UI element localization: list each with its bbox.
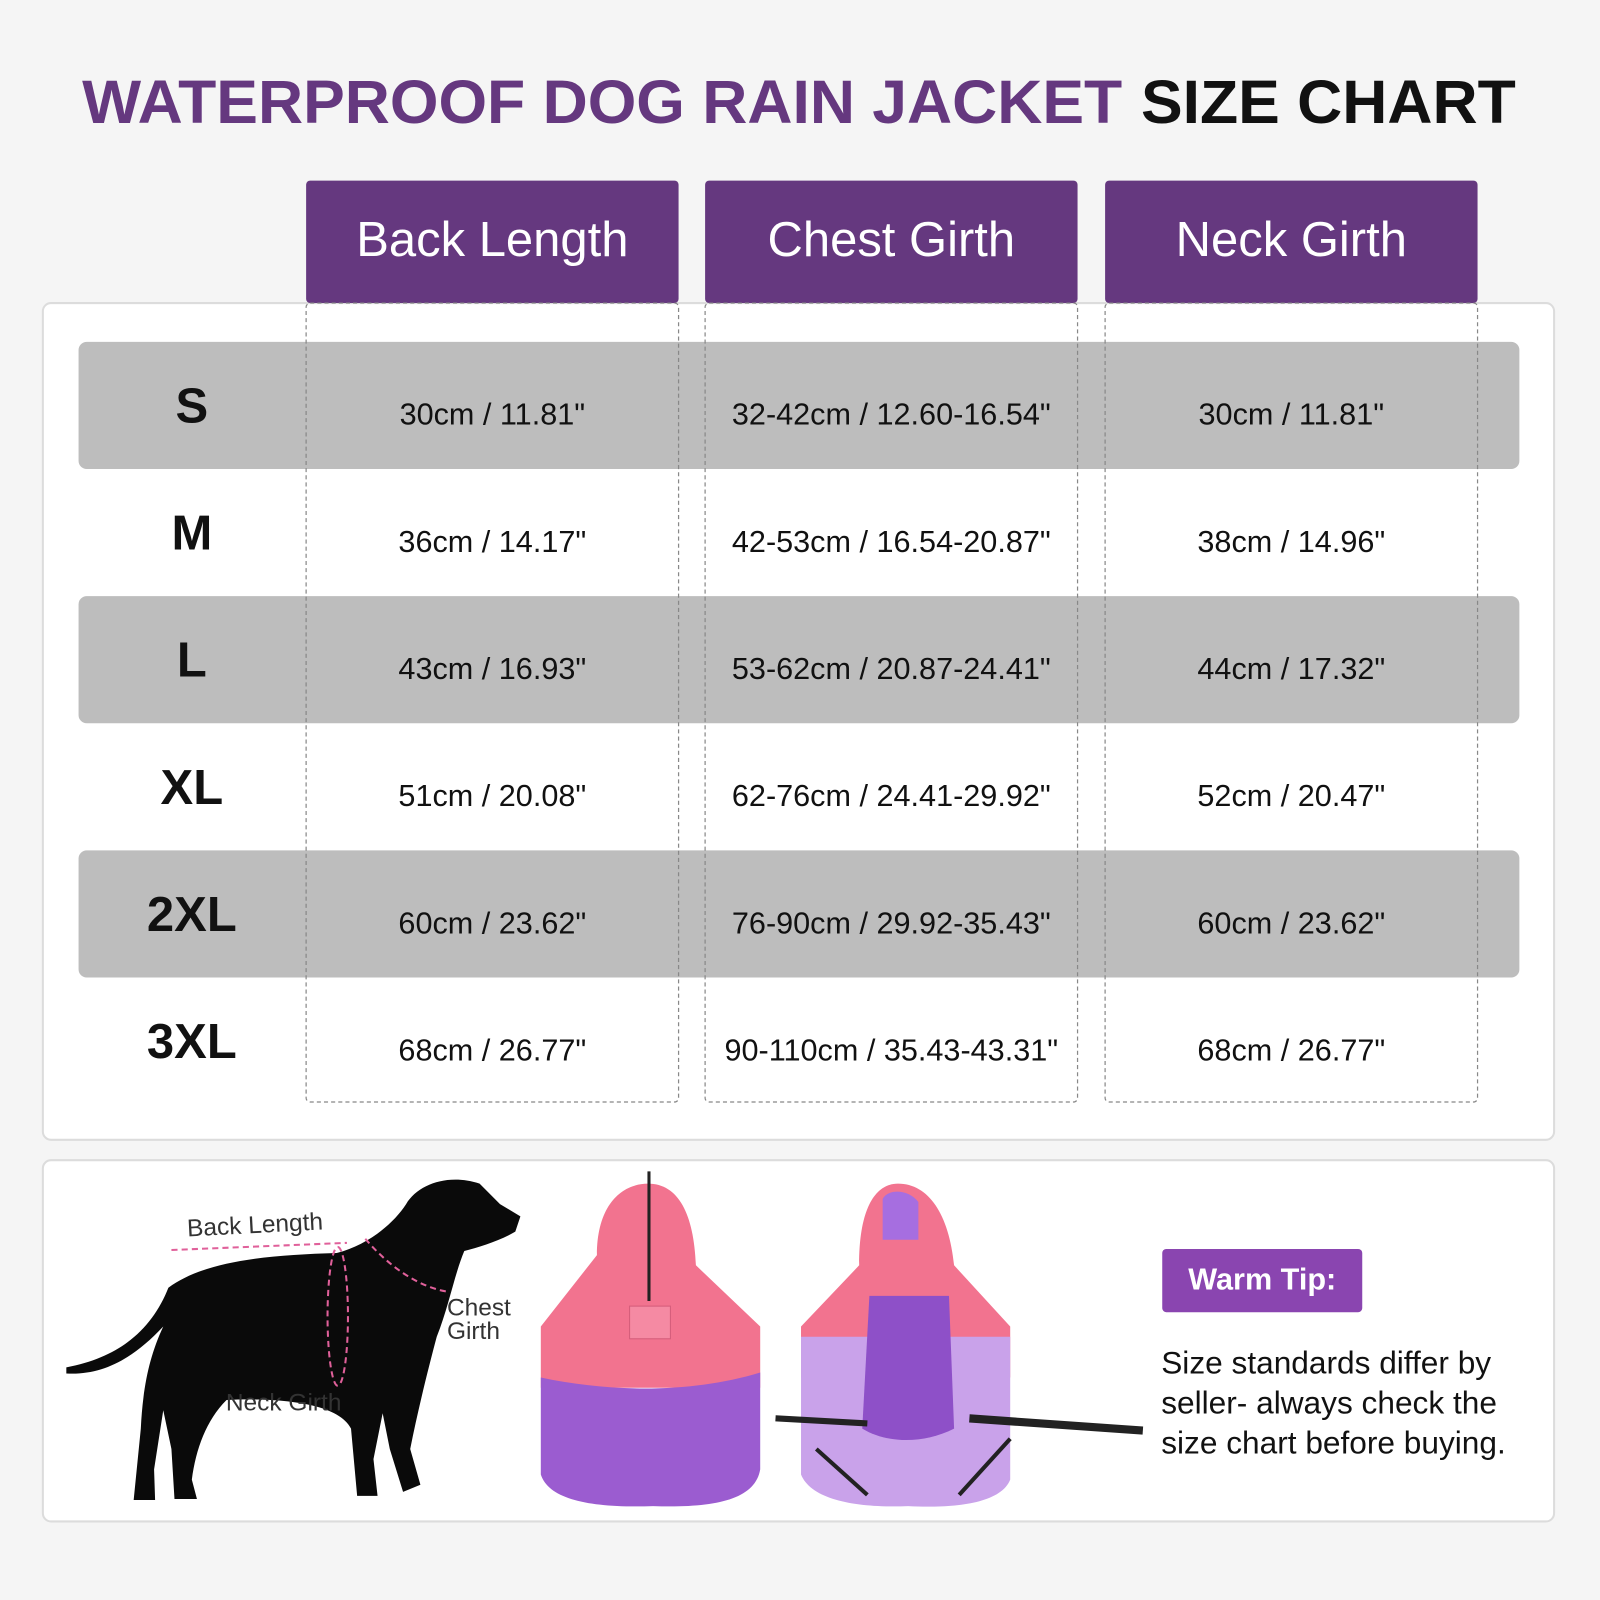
size-label: L xyxy=(177,634,207,688)
strap xyxy=(775,1415,868,1427)
cell: 30cm / 11.81" xyxy=(400,398,586,432)
cell: 60cm / 23.62" xyxy=(398,906,586,940)
row-band xyxy=(78,596,1520,724)
cell: 60cm / 23.62" xyxy=(1197,906,1385,940)
size-label: M xyxy=(171,507,212,561)
size-label: XL xyxy=(161,761,224,815)
jacket-front xyxy=(540,1171,761,1507)
title-rest: SIZE CHART xyxy=(1141,68,1516,136)
title: WATERPROOF DOG RAIN JACKET SIZE CHART xyxy=(82,68,1516,136)
cell: 90-110cm / 35.43-43.31" xyxy=(725,1033,1059,1067)
chest-girth-label: Chest xyxy=(447,1295,511,1322)
back-length-line xyxy=(171,1241,347,1252)
column-header xyxy=(1105,180,1478,304)
column-header-label: Neck Girth xyxy=(1176,213,1407,267)
column-header-label: Chest Girth xyxy=(767,213,1015,267)
column-header xyxy=(705,180,1078,304)
chest-girth-label: Girth xyxy=(447,1318,500,1345)
jacket-hood xyxy=(540,1183,761,1388)
neck-girth-label: Neck Girth xyxy=(226,1390,342,1417)
size-label: 2XL xyxy=(147,888,237,942)
strap xyxy=(969,1414,1144,1435)
tip-badge xyxy=(1162,1248,1363,1313)
tip-line: seller- always check the xyxy=(1161,1384,1497,1420)
cell: 62-76cm / 24.41-29.92" xyxy=(732,779,1051,813)
size-label: 3XL xyxy=(147,1015,237,1069)
strap xyxy=(814,1447,869,1497)
jacket-panel xyxy=(862,1295,955,1441)
column-outline xyxy=(704,302,1079,1103)
dog-silhouette xyxy=(66,1179,521,1500)
jacket-back xyxy=(775,1183,1144,1507)
cell: 44cm / 17.32" xyxy=(1197,652,1385,686)
cell: 38cm / 14.96" xyxy=(1197,525,1385,559)
jacket-hood xyxy=(801,1183,1011,1378)
cell: 51cm / 20.08" xyxy=(398,779,586,813)
strap xyxy=(957,1437,1012,1497)
title-highlight: WATERPROOF DOG RAIN JACKET xyxy=(82,68,1122,136)
cell: 52cm / 20.47" xyxy=(1197,779,1385,813)
cell: 42-53cm / 16.54-20.87" xyxy=(732,525,1051,559)
column-header xyxy=(306,180,679,304)
column-outline xyxy=(305,302,680,1103)
cell: 36cm / 14.17" xyxy=(398,525,586,559)
table: Back Length Chest Girth Neck Girth S 30cm / … xyxy=(78,180,1520,1103)
cell: 53-62cm / 20.87-24.41" xyxy=(732,652,1051,686)
cell: 30cm / 11.81" xyxy=(1199,398,1385,432)
jacket-body xyxy=(540,1372,761,1507)
cell: 43cm / 16.93" xyxy=(398,652,586,686)
cell: 68cm / 26.77" xyxy=(398,1033,586,1067)
tip-line: size chart before buying. xyxy=(1161,1424,1506,1460)
tip-title: Warm Tip: xyxy=(1188,1263,1336,1297)
jacket-pocket xyxy=(629,1305,671,1340)
row-band xyxy=(78,341,1520,469)
size-label: S xyxy=(176,379,209,433)
cell: 68cm / 26.77" xyxy=(1197,1033,1385,1067)
neck-line xyxy=(364,1238,450,1293)
column-header-label: Back Length xyxy=(356,213,628,267)
jacket-collar xyxy=(882,1191,919,1240)
row-band xyxy=(78,850,1520,978)
cell: 32-42cm / 12.60-16.54" xyxy=(732,398,1051,432)
chest-line xyxy=(326,1245,349,1387)
column-outline xyxy=(1104,302,1479,1103)
tip-line: Size standards differ by xyxy=(1161,1345,1491,1381)
cell: 76-90cm / 29.92-35.43" xyxy=(732,906,1051,940)
